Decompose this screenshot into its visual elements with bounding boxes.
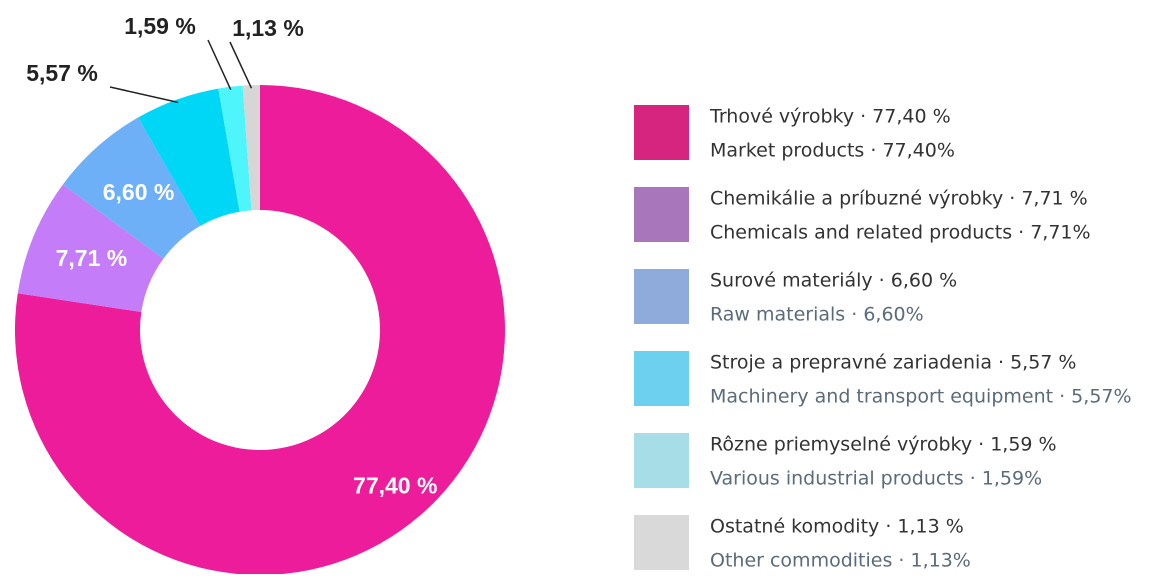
legend-label-en: Various industrial products · 1,59% [710, 468, 1042, 490]
legend-label: Ostatné komodity · 1,13 % [710, 516, 964, 538]
legend-swatch [634, 351, 689, 406]
value-label: 1,59 % [124, 13, 196, 39]
slice [218, 85, 252, 212]
legend-label: Trhové výrobky · 77,40 % [709, 106, 951, 128]
value-label: 1,13 % [232, 15, 304, 41]
slice [242, 85, 260, 211]
leader-line [207, 39, 232, 91]
legend-label-en: Other commodities · 1,13% [710, 550, 971, 572]
slice [14, 85, 505, 575]
legend-label: Chemikálie a príbuzné výrobky · 7,71 % [710, 188, 1088, 210]
value-label: 77,40 % [353, 472, 437, 498]
slice [17, 184, 164, 312]
legend-label-en: Raw materials · 6,60% [710, 304, 924, 326]
legend-label-en: Market products · 77,40% [710, 140, 955, 162]
legend-label: Surové materiály · 6,60 % [710, 270, 957, 292]
legend-label-en: Machinery and transport equipment · 5,57… [710, 386, 1132, 408]
legend-label-en: Chemicals and related products · 7,71% [710, 222, 1091, 244]
legend-label: Stroje a prepravné zariadenia · 5,57 % [710, 352, 1076, 374]
legend-swatch [634, 515, 689, 570]
value-label: 5,57 % [26, 60, 98, 86]
slice [62, 117, 201, 259]
legend-swatch [634, 187, 689, 242]
legend-swatch [634, 269, 689, 324]
leader-line [229, 41, 253, 89]
slice [138, 88, 240, 226]
leader-line [109, 86, 179, 104]
value-label: 7,71 % [56, 245, 128, 271]
legend-swatch [634, 105, 689, 160]
value-label: 6,60 % [103, 179, 175, 205]
legend-label: Rôzne priemyselné výrobky · 1,59 % [710, 434, 1057, 456]
legend-swatch [634, 433, 689, 488]
